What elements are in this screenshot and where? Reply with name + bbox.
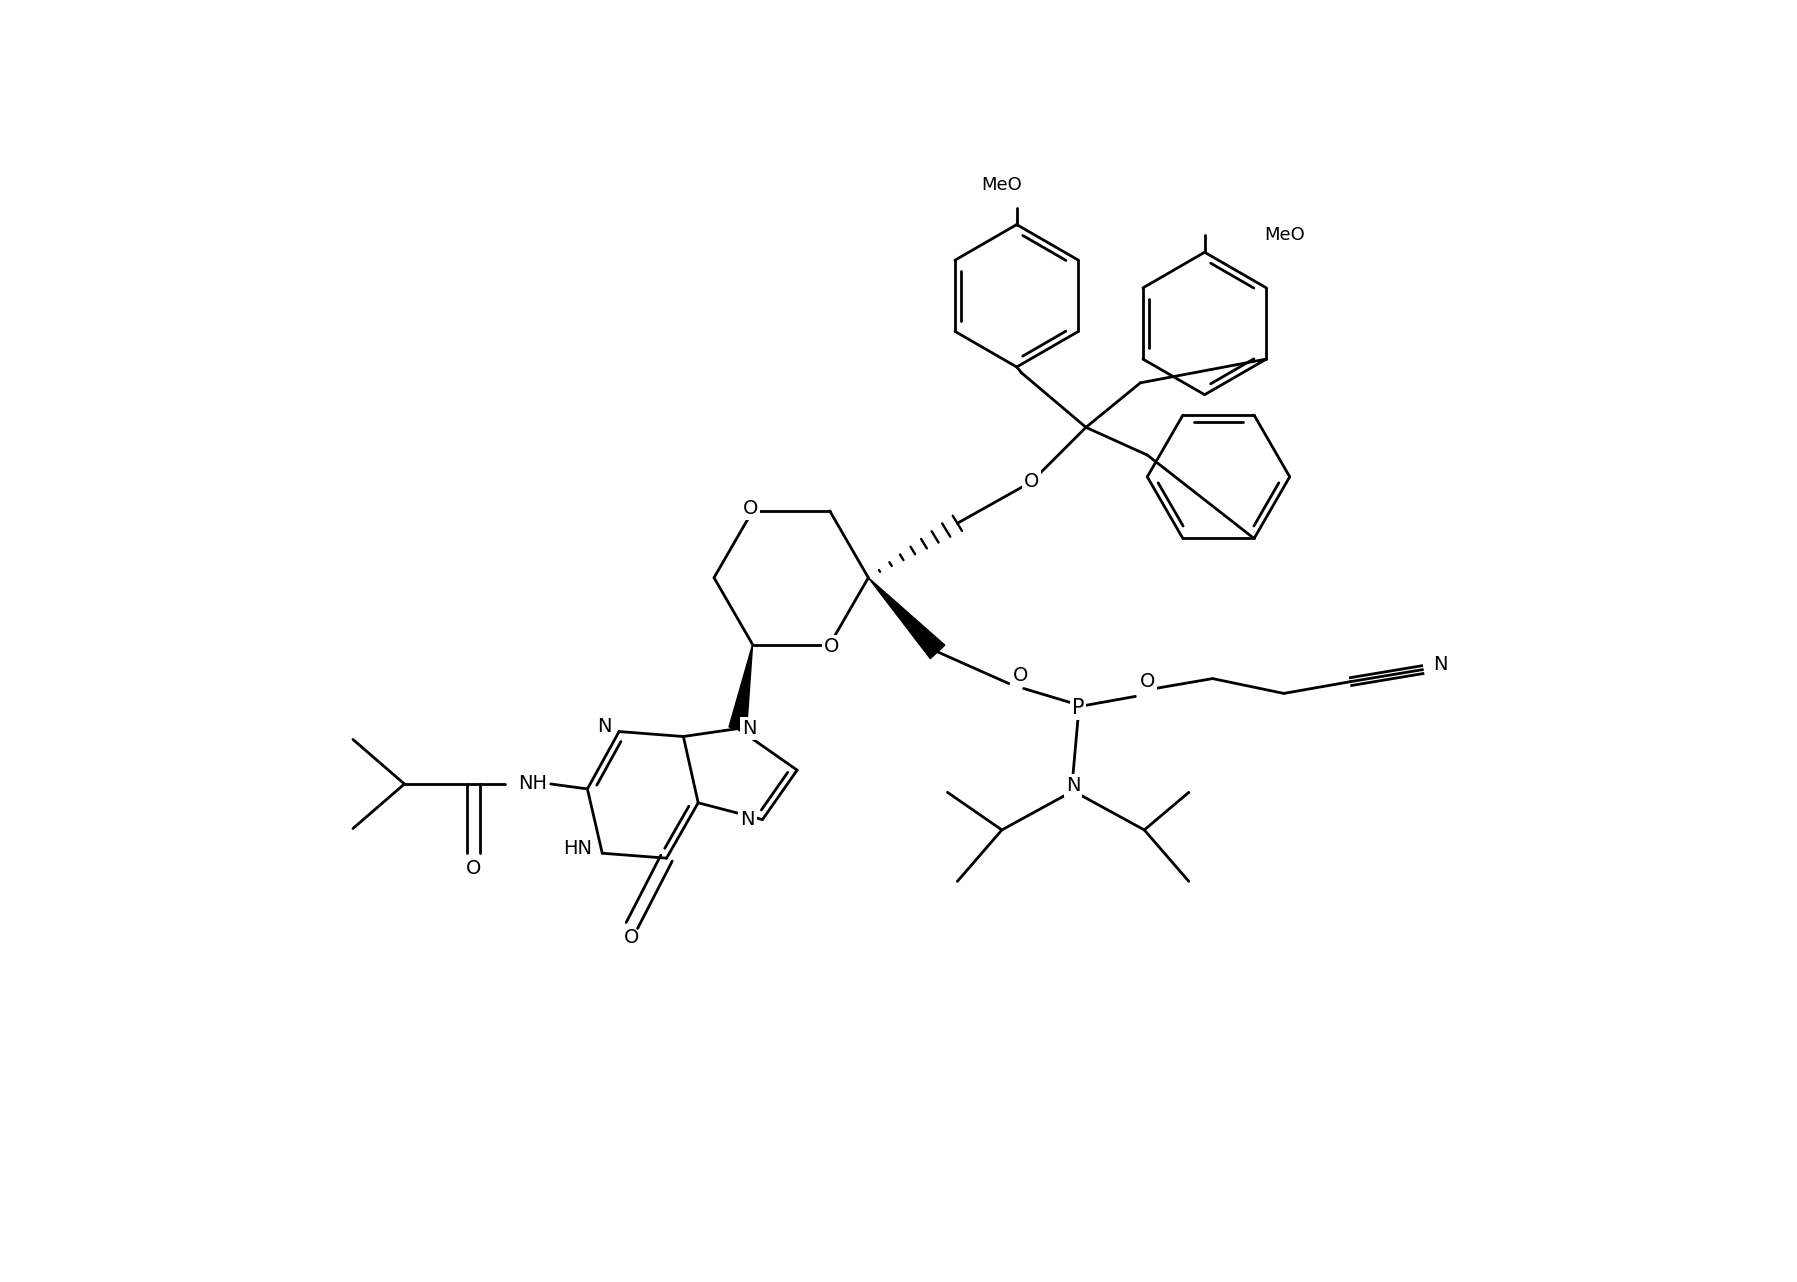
Text: O: O: [825, 637, 839, 656]
Text: MeO: MeO: [981, 176, 1022, 194]
Text: HN: HN: [562, 838, 591, 858]
Polygon shape: [868, 578, 945, 659]
Text: O: O: [1024, 472, 1039, 491]
Text: O: O: [1014, 667, 1028, 685]
Text: NH: NH: [519, 774, 548, 794]
Text: O: O: [1139, 672, 1155, 691]
Text: N: N: [1066, 776, 1080, 795]
Text: O: O: [742, 500, 758, 518]
Text: N: N: [597, 717, 611, 736]
Text: O: O: [624, 928, 640, 947]
Text: O: O: [465, 859, 482, 878]
Text: P: P: [1071, 699, 1084, 718]
Text: N: N: [740, 810, 755, 829]
Polygon shape: [730, 645, 753, 731]
Text: N: N: [742, 719, 757, 738]
Text: MeO: MeO: [1263, 227, 1305, 245]
Text: N: N: [1432, 655, 1447, 674]
